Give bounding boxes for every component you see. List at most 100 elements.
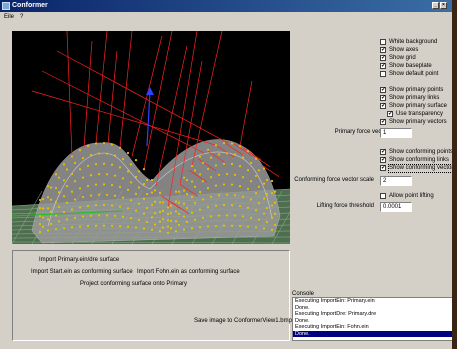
surface-point bbox=[98, 194, 100, 196]
checkbox-box[interactable]: ✓ bbox=[380, 63, 386, 69]
menu-help[interactable]: ? bbox=[20, 14, 23, 20]
surface-point bbox=[138, 203, 140, 205]
surface-point bbox=[271, 180, 273, 182]
surface-point bbox=[186, 207, 188, 209]
checkbox-box[interactable]: ✓ bbox=[380, 87, 386, 93]
surface-point bbox=[71, 191, 73, 193]
checkbox-box[interactable]: ✓ bbox=[380, 165, 386, 171]
surface-point bbox=[263, 183, 265, 185]
checkbox-box[interactable]: ✓ bbox=[380, 47, 386, 53]
checkbox-label: Show primary vectors bbox=[389, 119, 447, 126]
surface-point bbox=[42, 198, 44, 200]
surface-point bbox=[271, 229, 273, 231]
surface-point bbox=[199, 156, 201, 158]
surface-point bbox=[119, 147, 121, 149]
surface-point bbox=[50, 186, 52, 188]
surface-point bbox=[170, 205, 172, 207]
surface-point bbox=[55, 214, 57, 216]
checkbox-box[interactable]: ✓ bbox=[380, 149, 386, 155]
surface-point bbox=[207, 149, 209, 151]
import-fohn-button[interactable]: Import Fohn.ein as conforming surface bbox=[137, 269, 240, 275]
surface-point bbox=[215, 144, 217, 146]
checkbox-box[interactable]: ✓ bbox=[380, 119, 386, 125]
surface-point bbox=[114, 195, 116, 197]
surface-point bbox=[74, 180, 76, 182]
surface-point bbox=[178, 213, 180, 215]
surface-point bbox=[231, 204, 233, 206]
console-line: Done. bbox=[293, 331, 453, 338]
app-icon bbox=[2, 2, 10, 10]
checkbox-label: Show default point bbox=[389, 71, 438, 78]
3d-scene[interactable] bbox=[12, 31, 290, 244]
surface-point bbox=[263, 197, 265, 199]
surface-point bbox=[175, 191, 177, 193]
console-output[interactable]: Executing ImportEin: Primary.ein Done. Exe… bbox=[292, 297, 454, 341]
menu-file[interactable]: Eile bbox=[4, 14, 14, 20]
surface-point bbox=[210, 215, 212, 217]
checkbox-label: Show conforming vectors bbox=[389, 165, 456, 172]
checkbox-box[interactable]: ✓ bbox=[380, 95, 386, 101]
surface-point bbox=[194, 219, 196, 221]
surface-point bbox=[167, 219, 169, 221]
surface-point bbox=[223, 163, 225, 165]
surface-point bbox=[74, 217, 76, 219]
surface-point bbox=[138, 186, 140, 188]
surface-point bbox=[202, 162, 204, 164]
surface-point bbox=[63, 179, 65, 181]
surface-point bbox=[50, 223, 52, 225]
minimize-icon[interactable]: _ bbox=[432, 2, 439, 9]
surface-point bbox=[66, 218, 68, 220]
surface-point bbox=[274, 224, 276, 226]
surface-point bbox=[151, 191, 153, 193]
surface-point bbox=[255, 209, 257, 211]
surface-point bbox=[98, 214, 100, 216]
surface-point bbox=[186, 193, 188, 195]
checkbox-label: Show conforming links bbox=[389, 157, 449, 164]
surface-point bbox=[199, 226, 201, 228]
checkbox-box[interactable] bbox=[380, 39, 386, 45]
lifting-force-input[interactable]: 0.0001 bbox=[380, 202, 412, 212]
import-primary-button[interactable]: Import Primary.ein/dre surface bbox=[39, 257, 119, 263]
surface-point bbox=[255, 226, 257, 228]
surface-point bbox=[271, 217, 273, 219]
surface-point bbox=[71, 173, 73, 175]
surface-point bbox=[55, 173, 57, 175]
checkbox-box[interactable]: ✓ bbox=[380, 55, 386, 61]
surface-point bbox=[250, 162, 252, 164]
surface-point bbox=[151, 216, 153, 218]
surface-point bbox=[66, 185, 68, 187]
surface-point bbox=[194, 186, 196, 188]
close-icon[interactable]: × bbox=[440, 2, 447, 9]
surface-point bbox=[239, 205, 241, 207]
3d-viewport[interactable] bbox=[12, 31, 290, 244]
checkbox-box[interactable] bbox=[380, 193, 386, 199]
checkbox-box[interactable]: ✓ bbox=[387, 111, 393, 117]
surface-point bbox=[159, 211, 161, 213]
project-button[interactable]: Project conforming surface onto Primary bbox=[80, 281, 187, 287]
conforming-force-input[interactable]: 2 bbox=[380, 176, 412, 186]
surface-point bbox=[87, 205, 89, 207]
title-bar[interactable]: Conformer _ × bbox=[0, 0, 452, 12]
surface-point bbox=[247, 225, 249, 227]
surface-point bbox=[82, 157, 84, 159]
checkbox-box[interactable]: ✓ bbox=[380, 157, 386, 163]
surface-point bbox=[39, 223, 41, 225]
checkbox-box[interactable] bbox=[380, 71, 386, 77]
surface-point bbox=[170, 220, 172, 222]
surface-point bbox=[55, 187, 57, 189]
surface-point bbox=[263, 227, 265, 229]
surface-point bbox=[247, 188, 249, 190]
checkbox-box[interactable]: ✓ bbox=[380, 103, 386, 109]
surface-point bbox=[162, 218, 164, 220]
surface-point bbox=[58, 220, 60, 222]
surface-point bbox=[66, 168, 68, 170]
surface-point bbox=[47, 218, 49, 220]
z-axis bbox=[147, 91, 150, 146]
primary-force-input[interactable]: 1 bbox=[380, 128, 412, 138]
surface-point bbox=[42, 226, 44, 228]
save-image-button[interactable]: Save image to ConformerView1.bmp bbox=[194, 318, 292, 324]
surface-point bbox=[95, 225, 97, 227]
import-start-button[interactable]: Import Start.ein as conforming surface bbox=[31, 269, 133, 275]
surface-point bbox=[159, 221, 161, 223]
surface-point bbox=[79, 187, 81, 189]
